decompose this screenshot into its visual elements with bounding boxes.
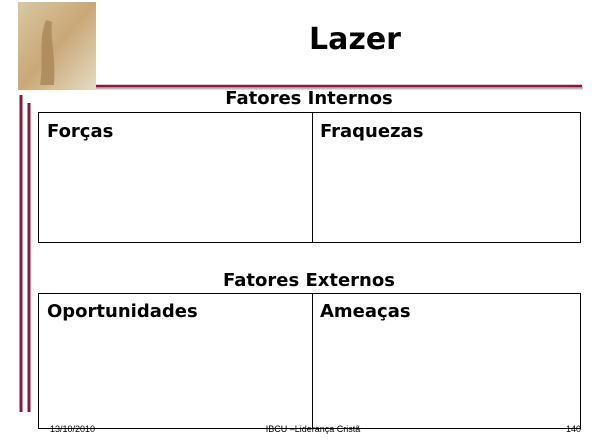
swot-box: Oportunidades Ameaças	[38, 293, 581, 429]
cell-label: Fraquezas	[320, 121, 424, 142]
page-number: 140	[565, 424, 581, 434]
footer-center: IBCU –Liderança Cristã	[265, 424, 361, 434]
footer-date: 13/10/2010	[50, 424, 96, 434]
picture-hand	[40, 20, 55, 85]
cell-label: Forças	[47, 121, 114, 142]
section-title: Fatores Internos	[225, 88, 393, 109]
picture	[18, 2, 96, 90]
cell-label: Ameaças	[320, 301, 411, 322]
swot-box: Forças Fraquezas	[38, 112, 581, 243]
cell-label: Oportunidades	[47, 301, 198, 322]
divider	[312, 294, 313, 428]
divider	[312, 113, 313, 242]
section-title: Fatores Externos	[223, 270, 395, 291]
slide-title: Lazer	[309, 22, 401, 57]
